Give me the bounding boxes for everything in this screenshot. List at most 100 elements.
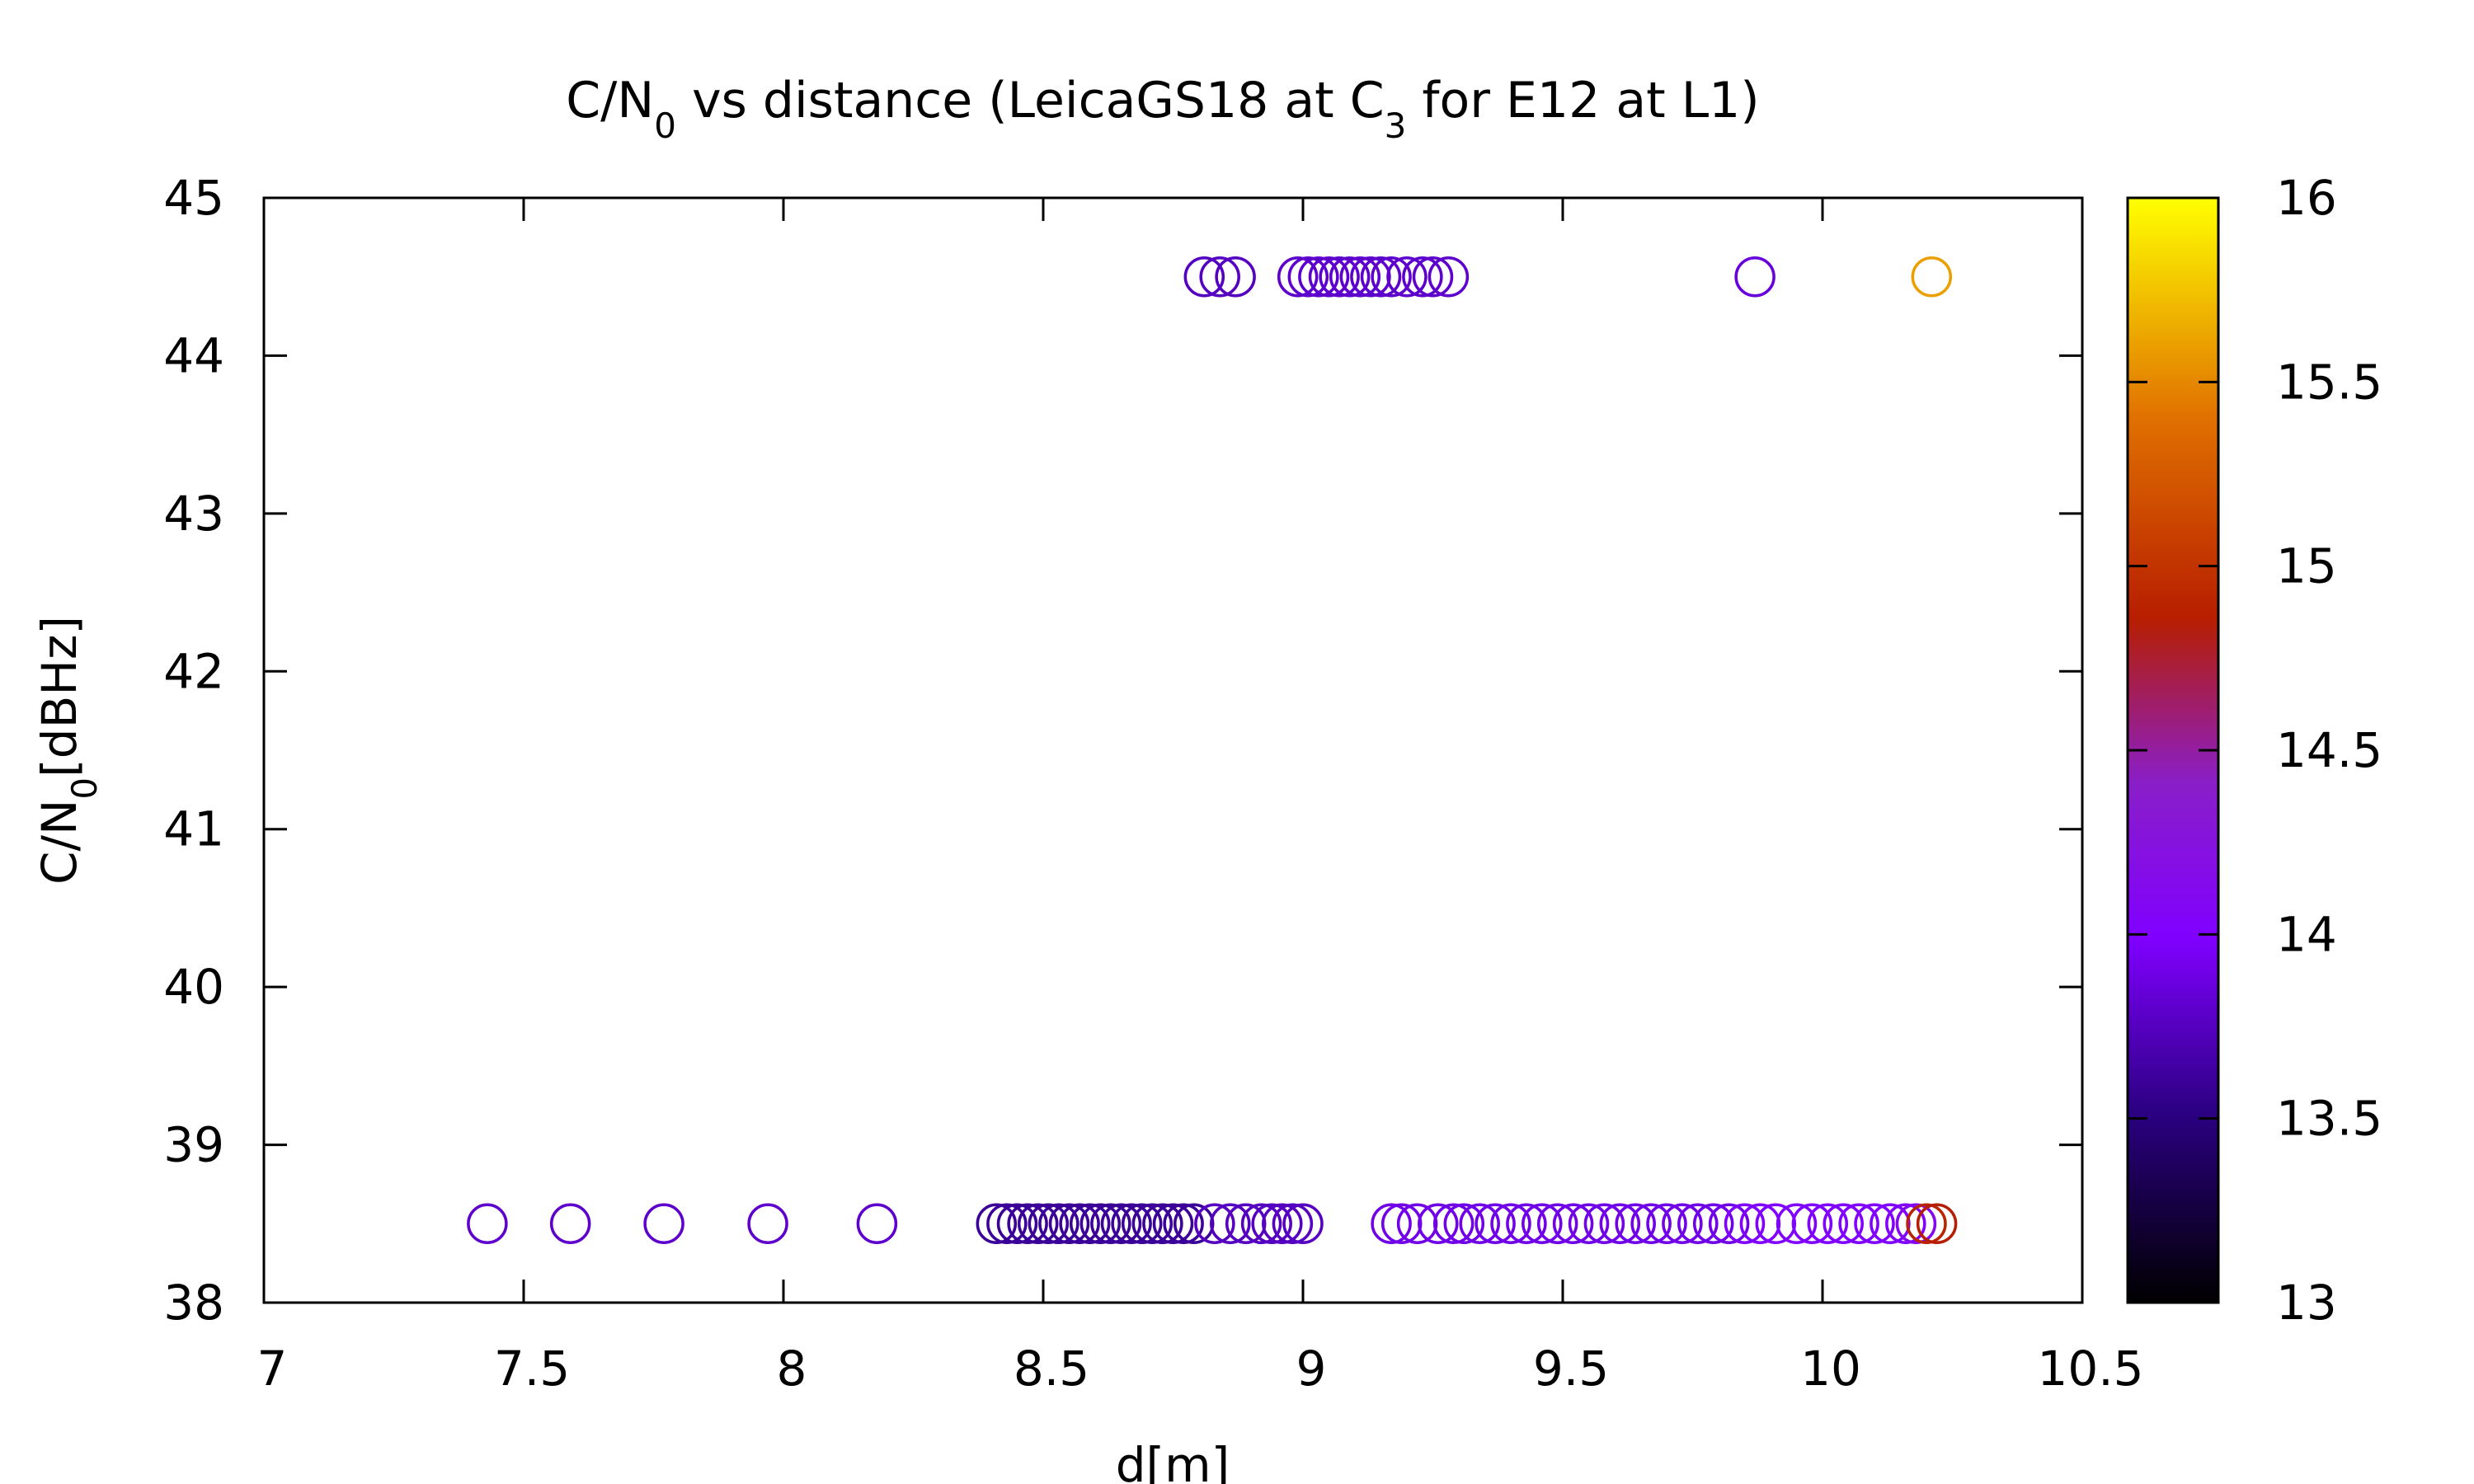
data-point <box>1329 256 1371 298</box>
chart-title: C/N0 vs distance (LeicaGS18 at C3 for E1… <box>566 72 1759 146</box>
data-point <box>1630 1203 1672 1245</box>
colorbar-tick-label: 14 <box>2276 906 2337 962</box>
text-part: for E12 at L1) <box>1406 72 1759 129</box>
data-point <box>1069 1203 1111 1245</box>
data-point <box>996 1203 1038 1245</box>
data-point <box>1755 1203 1797 1245</box>
data-point <box>643 1203 684 1245</box>
plot-area <box>262 196 2084 1304</box>
data-point <box>1895 1203 1937 1245</box>
data-point <box>1277 256 1319 298</box>
data-point <box>1418 1203 1459 1245</box>
y-tick-label: 40 <box>163 959 224 1015</box>
data-point <box>1360 256 1402 298</box>
y-axis: 38 39 40 41 42 43 44 45 <box>163 170 2082 1331</box>
data-point <box>1339 256 1381 298</box>
data-point <box>1199 256 1240 298</box>
data-point <box>1854 1203 1895 1245</box>
data-point <box>1552 1203 1594 1245</box>
data-point <box>856 1203 898 1245</box>
data-point <box>1412 256 1454 298</box>
colorbar-tick-label: 15.5 <box>2276 354 2382 410</box>
text-part: [dBHz] <box>31 616 87 777</box>
data-point <box>1536 1203 1578 1245</box>
data-point <box>1163 1203 1204 1245</box>
y-tick-label: 38 <box>163 1275 224 1331</box>
data-point <box>1443 1203 1485 1245</box>
colorbar-tick-label: 13.5 <box>2276 1091 2382 1147</box>
data-point <box>1262 1203 1303 1245</box>
data-point <box>1734 256 1776 298</box>
data-point <box>1121 1203 1163 1245</box>
y-axis-label: C/N0[dBHz] <box>31 616 105 885</box>
data-point <box>976 1203 1018 1245</box>
data-point <box>1287 256 1329 298</box>
text-part: 0 <box>654 106 676 146</box>
x-axis-label: d[m] <box>1116 1437 1230 1484</box>
data-point <box>1870 1203 1911 1245</box>
data-point <box>1194 1203 1235 1245</box>
data-point <box>1079 1203 1122 1245</box>
data-point <box>1048 1203 1090 1245</box>
data-point <box>1885 1203 1926 1245</box>
data-point <box>1308 256 1350 298</box>
x-tick-label: 8 <box>777 1341 807 1397</box>
text-part: C/N <box>566 72 654 129</box>
data-point <box>1677 1203 1719 1245</box>
data-point <box>1371 256 1412 298</box>
data-point <box>1396 1203 1438 1245</box>
data-points <box>467 256 1958 1245</box>
data-point <box>1583 1203 1625 1245</box>
data-point <box>747 1203 788 1245</box>
data-point <box>1386 256 1427 298</box>
data-point <box>1007 1203 1048 1245</box>
x-axis: 7 7.5 8 8.5 9 9.5 10 10.5 <box>257 198 2144 1397</box>
data-point <box>1739 1203 1781 1245</box>
data-point <box>1059 1203 1100 1245</box>
x-tick-label: 10 <box>1800 1341 1861 1397</box>
text-part: 3 <box>1385 106 1407 146</box>
data-point <box>1427 256 1470 298</box>
data-point <box>1251 1203 1292 1245</box>
data-point <box>1225 1203 1267 1245</box>
data-point <box>1724 1203 1766 1245</box>
colorbar-tick-label: 14.5 <box>2276 722 2382 778</box>
data-point <box>1152 1203 1194 1245</box>
data-point <box>1662 1203 1703 1245</box>
data-point <box>1111 1203 1152 1245</box>
data-point <box>986 1203 1028 1245</box>
x-tick-label: 9 <box>1296 1341 1327 1397</box>
x-tick-label: 8.5 <box>1014 1341 1089 1397</box>
data-point <box>1475 1203 1516 1245</box>
data-point <box>1100 1203 1142 1245</box>
colorbar-tick-label: 13 <box>2276 1275 2337 1331</box>
data-point <box>1298 256 1339 298</box>
y-tick-label: 43 <box>163 486 224 542</box>
x-tick-label: 7.5 <box>494 1341 570 1397</box>
data-point <box>1380 1203 1423 1245</box>
data-point <box>1838 1203 1879 1245</box>
data-point <box>467 1203 508 1245</box>
x-tick-label: 7 <box>257 1341 288 1397</box>
data-point <box>1017 1203 1059 1245</box>
data-point <box>1319 256 1360 298</box>
data-point <box>1038 1203 1079 1245</box>
data-point <box>1568 1203 1610 1245</box>
data-point <box>1692 1203 1734 1245</box>
data-point <box>1090 1203 1131 1245</box>
data-point <box>1911 256 1953 298</box>
data-point <box>1272 1203 1314 1245</box>
data-point <box>1282 1203 1324 1245</box>
data-point <box>1240 1203 1282 1245</box>
data-point <box>1599 1203 1641 1245</box>
data-point <box>1142 1203 1183 1245</box>
data-point <box>1708 1203 1750 1245</box>
data-point <box>1490 1203 1531 1245</box>
data-point <box>1371 1203 1412 1245</box>
data-point <box>1215 256 1256 298</box>
data-point <box>1646 1203 1687 1245</box>
y-tick-label: 44 <box>163 327 224 383</box>
x-tick-label: 10.5 <box>2037 1341 2143 1397</box>
data-point <box>1210 1203 1251 1245</box>
